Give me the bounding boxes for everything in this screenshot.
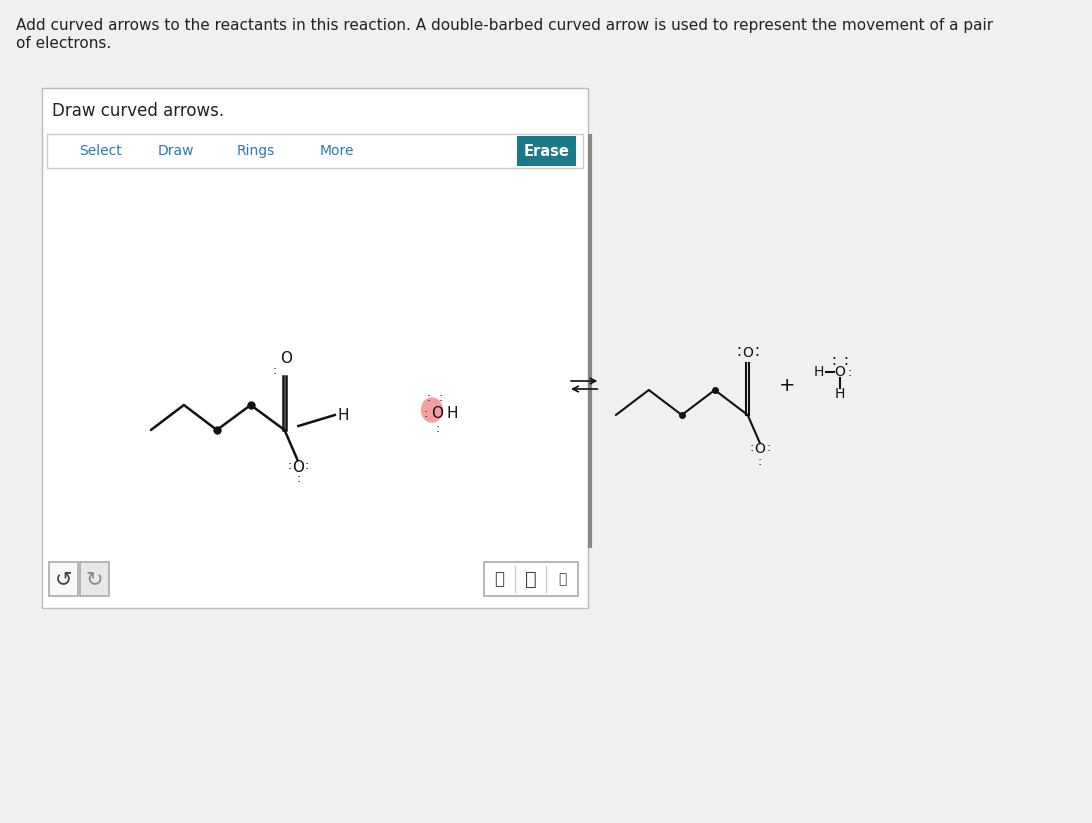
- Text: O: O: [743, 346, 753, 360]
- Text: O: O: [755, 442, 765, 456]
- Text: 🔍: 🔍: [558, 572, 567, 586]
- Text: :: :: [848, 365, 852, 379]
- Text: ·: ·: [753, 342, 759, 356]
- Text: Draw curved arrows.: Draw curved arrows.: [52, 102, 224, 120]
- Text: 🔍: 🔍: [495, 570, 505, 588]
- FancyBboxPatch shape: [47, 134, 583, 168]
- Text: :: :: [435, 421, 439, 435]
- FancyBboxPatch shape: [80, 562, 109, 596]
- Text: ·: ·: [737, 342, 741, 356]
- Text: O: O: [293, 459, 305, 475]
- Text: O: O: [834, 365, 845, 379]
- Text: :: :: [305, 458, 309, 472]
- Text: :: :: [273, 364, 277, 376]
- Text: :: :: [424, 407, 428, 420]
- Text: Draw: Draw: [158, 144, 194, 158]
- Text: ·: ·: [843, 357, 848, 373]
- Text: :: :: [296, 472, 300, 485]
- Text: H: H: [337, 407, 349, 422]
- Text: ·: ·: [753, 348, 759, 364]
- Text: of electrons.: of electrons.: [15, 36, 111, 51]
- Text: ·: ·: [843, 351, 848, 366]
- Text: :: :: [749, 440, 753, 453]
- Text: O: O: [281, 351, 293, 366]
- Text: H: H: [447, 406, 458, 421]
- Text: O: O: [431, 406, 443, 421]
- Text: ·: ·: [831, 351, 836, 366]
- Text: H: H: [834, 387, 845, 401]
- FancyBboxPatch shape: [41, 88, 589, 608]
- Text: Rings: Rings: [237, 144, 275, 158]
- FancyBboxPatch shape: [48, 562, 78, 596]
- Text: :: :: [767, 440, 771, 453]
- Text: +: +: [780, 375, 796, 394]
- Text: More: More: [319, 144, 354, 158]
- Text: Select: Select: [80, 144, 122, 158]
- Text: Erase: Erase: [523, 143, 569, 159]
- Text: :: :: [287, 458, 292, 472]
- Circle shape: [422, 398, 442, 422]
- FancyBboxPatch shape: [484, 562, 578, 596]
- Text: ·: ·: [831, 357, 836, 373]
- Text: ·: ·: [737, 348, 741, 364]
- Text: ⤢: ⤢: [525, 570, 537, 588]
- Text: ↻: ↻: [86, 569, 104, 589]
- Text: :: :: [426, 390, 430, 403]
- Text: ↺: ↺: [55, 569, 72, 589]
- Text: :: :: [758, 454, 762, 467]
- FancyBboxPatch shape: [517, 136, 575, 166]
- Text: :: :: [439, 390, 442, 403]
- Text: H: H: [814, 365, 824, 379]
- Text: Add curved arrows to the reactants in this reaction. A double-barbed curved arro: Add curved arrows to the reactants in th…: [15, 18, 993, 33]
